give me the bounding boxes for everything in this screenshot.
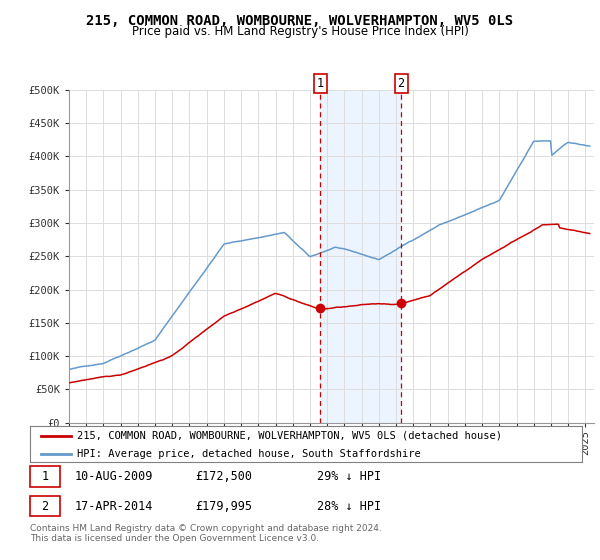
Text: HPI: Average price, detached house, South Staffordshire: HPI: Average price, detached house, Sout… bbox=[77, 449, 421, 459]
Text: £172,500: £172,500 bbox=[196, 470, 253, 483]
Text: 215, COMMON ROAD, WOMBOURNE, WOLVERHAMPTON, WV5 0LS (detached house): 215, COMMON ROAD, WOMBOURNE, WOLVERHAMPT… bbox=[77, 431, 502, 441]
Text: £179,995: £179,995 bbox=[196, 500, 253, 513]
Text: 10-AUG-2009: 10-AUG-2009 bbox=[74, 470, 152, 483]
Bar bbox=[320, 90, 401, 423]
Text: 29% ↓ HPI: 29% ↓ HPI bbox=[317, 470, 381, 483]
Text: 215, COMMON ROAD, WOMBOURNE, WOLVERHAMPTON, WV5 0LS: 215, COMMON ROAD, WOMBOURNE, WOLVERHAMPT… bbox=[86, 14, 514, 28]
Text: Price paid vs. HM Land Registry's House Price Index (HPI): Price paid vs. HM Land Registry's House … bbox=[131, 25, 469, 38]
Bar bbox=[30, 496, 61, 516]
Text: Contains HM Land Registry data © Crown copyright and database right 2024.
This d: Contains HM Land Registry data © Crown c… bbox=[30, 524, 382, 543]
Text: 28% ↓ HPI: 28% ↓ HPI bbox=[317, 500, 381, 513]
Text: 2: 2 bbox=[41, 500, 49, 513]
Text: 1: 1 bbox=[317, 77, 324, 90]
Text: 17-APR-2014: 17-APR-2014 bbox=[74, 500, 152, 513]
Bar bbox=[30, 466, 61, 487]
Text: 1: 1 bbox=[41, 470, 49, 483]
Text: 2: 2 bbox=[397, 77, 404, 90]
